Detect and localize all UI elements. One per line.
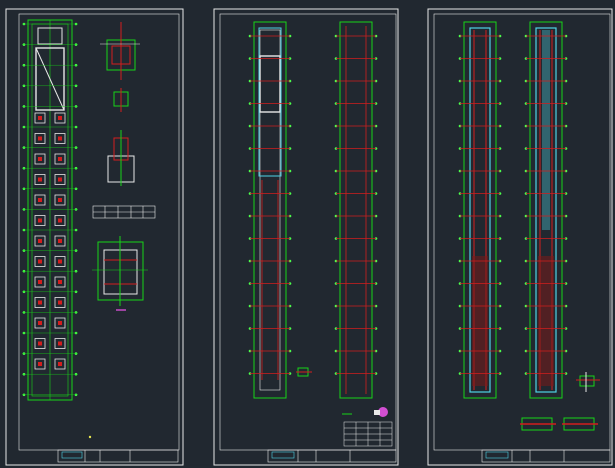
footing-icon xyxy=(54,133,66,144)
floor-plan-left xyxy=(253,21,287,399)
title-block-icon xyxy=(481,449,611,463)
legend-table-icon xyxy=(92,205,156,219)
legend-table-icon xyxy=(343,421,393,447)
beam-lines xyxy=(460,35,566,374)
detail-drawing-3 xyxy=(107,130,135,186)
footing-icon xyxy=(34,133,46,144)
footing-icon xyxy=(54,215,66,226)
footing-icon xyxy=(34,174,46,185)
sheet-border xyxy=(427,8,613,466)
footing-icon xyxy=(34,153,46,165)
footing-icon xyxy=(54,358,66,370)
sheet-border xyxy=(5,8,184,466)
footing-icon xyxy=(34,256,46,267)
title-block-icon xyxy=(57,449,179,463)
footing-icon xyxy=(54,297,66,308)
small-detail xyxy=(296,367,312,377)
sheet-floor-plan[interactable] xyxy=(213,8,399,466)
footing-icon xyxy=(54,256,66,267)
detail-drawing-6 xyxy=(520,417,556,431)
detail-drawing-1 xyxy=(100,22,140,80)
footing-icon xyxy=(34,276,46,288)
footing-icon xyxy=(54,174,66,185)
title-block-icon xyxy=(267,449,397,463)
footing-icon xyxy=(54,317,66,329)
sheet-roof-plan[interactable] xyxy=(427,8,613,466)
detail-drawing-5 xyxy=(576,372,600,392)
north-arrow-icon xyxy=(374,407,388,417)
footing-icon xyxy=(34,338,46,349)
grid-nodes xyxy=(22,22,78,397)
footing-icon xyxy=(54,153,66,165)
footing-group xyxy=(34,112,66,370)
footing-icon xyxy=(34,358,46,370)
sheet-foundation[interactable] xyxy=(5,8,184,466)
sheet-border xyxy=(213,8,399,466)
footing-icon xyxy=(54,194,66,206)
roof-plan-right xyxy=(529,21,563,399)
footing-icon xyxy=(54,112,66,124)
beam-lines xyxy=(250,35,376,374)
footing-icon xyxy=(54,276,66,288)
detail-drawing-7 xyxy=(562,417,598,431)
footing-icon xyxy=(34,194,46,206)
footing-icon xyxy=(34,235,46,247)
detail-drawing-2 xyxy=(113,88,129,112)
yellow-mark xyxy=(88,435,92,439)
footing-icon xyxy=(34,317,46,329)
footing-icon xyxy=(54,338,66,349)
footing-icon xyxy=(34,297,46,308)
detail-drawing-4 xyxy=(92,236,148,306)
footing-icon xyxy=(34,112,46,124)
roof-plan-left xyxy=(463,21,497,399)
floor-plan-right xyxy=(339,21,373,399)
foundation-plan xyxy=(27,19,73,401)
footing-icon xyxy=(54,235,66,247)
footing-icon xyxy=(34,215,46,226)
